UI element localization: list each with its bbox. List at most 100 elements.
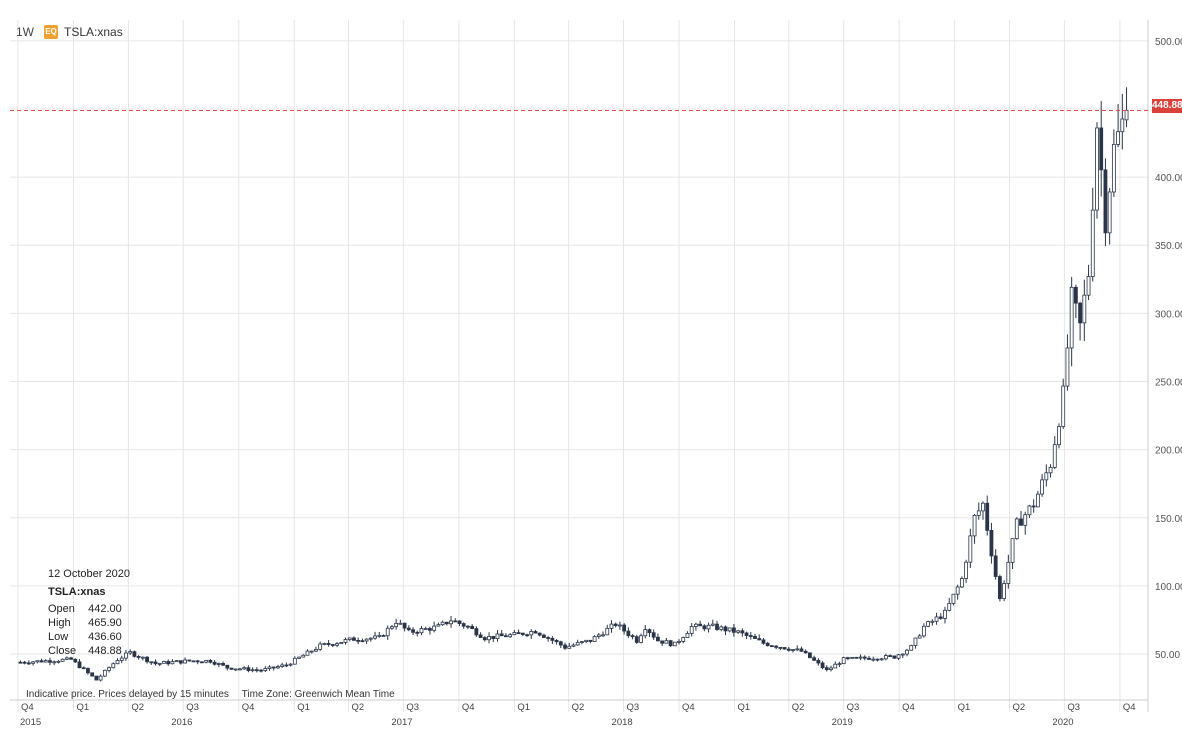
candle-body	[601, 634, 605, 637]
candle-body	[48, 660, 52, 663]
candle-body	[736, 630, 741, 633]
quarter-tick-label: Q2	[131, 702, 144, 713]
candle-body	[170, 661, 175, 665]
candle-body	[542, 634, 546, 638]
candle-body	[174, 660, 179, 663]
candle-body	[968, 535, 973, 563]
candle-body	[537, 632, 542, 636]
candle-body	[833, 663, 838, 669]
candle-body	[596, 634, 601, 637]
candle-body	[702, 625, 707, 630]
year-tick-label: 2017	[391, 717, 412, 728]
candle-body	[90, 672, 95, 677]
candle-body	[618, 624, 622, 627]
candle-body	[588, 639, 593, 642]
candle-body	[453, 620, 458, 623]
year-tick-label: 2019	[832, 717, 853, 728]
candle-body	[457, 620, 462, 624]
candle-body	[352, 637, 356, 641]
year-tick-label: 2018	[612, 717, 633, 728]
year-tick-label: 2015	[20, 717, 41, 728]
quarter-tick-label: Q4	[902, 702, 915, 713]
candle-body	[140, 656, 145, 659]
candle-body	[867, 657, 871, 660]
candle-body	[719, 626, 724, 630]
candle-body	[993, 555, 998, 577]
candle-body	[347, 637, 352, 640]
candle-body	[930, 620, 935, 623]
ohlc-value: 465.90	[88, 617, 122, 629]
candle-body	[841, 657, 846, 665]
candle-body	[871, 658, 876, 661]
candle-body	[938, 616, 943, 619]
candle-body	[1040, 479, 1045, 495]
candle-body	[694, 623, 698, 627]
candle-body	[183, 659, 187, 664]
candle-body	[276, 666, 280, 669]
candle-body	[107, 667, 111, 671]
candle-body	[52, 661, 57, 664]
candle-body	[119, 657, 124, 661]
candle-body	[242, 667, 247, 670]
candle-body	[364, 638, 369, 642]
candlestick-series	[18, 87, 1129, 682]
candle-body	[60, 658, 65, 662]
candle-body	[609, 623, 614, 629]
candle-body	[204, 659, 209, 663]
candle-body	[221, 663, 225, 666]
candle-body	[1116, 131, 1120, 145]
candle-body	[554, 639, 559, 643]
candle-body	[643, 629, 648, 637]
candle-body	[812, 657, 817, 661]
candle-body	[22, 661, 27, 664]
candle-body	[187, 659, 192, 662]
ohlc-value: 442.00	[88, 603, 122, 615]
candle-body	[39, 660, 44, 663]
candle-body	[86, 668, 90, 674]
candle-body	[1086, 276, 1091, 296]
candle-body	[685, 633, 690, 639]
candle-body	[1078, 302, 1083, 324]
candle-body	[829, 667, 833, 670]
candle-body	[921, 625, 926, 637]
candle-body	[390, 626, 394, 629]
quarter-tick-label: Q2	[572, 702, 585, 713]
quarter-tick-label: Q1	[738, 702, 751, 713]
candle-body	[394, 622, 399, 628]
candle-body	[297, 656, 301, 659]
candle-body	[1124, 110, 1129, 121]
candle-body	[26, 662, 31, 665]
candle-body	[31, 661, 35, 664]
candle-body	[985, 502, 990, 531]
candle-body	[520, 632, 525, 636]
candle-body	[1010, 538, 1015, 563]
candle-body	[580, 641, 584, 643]
candle-body	[715, 623, 719, 630]
candle-body	[153, 661, 158, 665]
candle-body	[786, 648, 791, 651]
candle-body	[102, 669, 107, 677]
candle-body	[820, 662, 825, 669]
candle-body	[1023, 514, 1028, 526]
candle-body	[406, 627, 411, 631]
candle-body	[292, 657, 297, 665]
quarter-tick-label: Q4	[21, 702, 34, 713]
candle-body	[546, 637, 551, 639]
ohlc-value: 448.88	[88, 645, 122, 657]
candle-body	[56, 660, 61, 663]
candle-body	[917, 635, 922, 639]
quarter-tick-label: Q2	[1013, 702, 1026, 713]
candle-body	[959, 578, 964, 588]
quarter-tick-label: Q4	[1123, 702, 1136, 713]
candle-body	[909, 645, 914, 651]
candle-body	[474, 628, 479, 636]
y-tick-label: 500.00	[1155, 37, 1182, 48]
candle-body	[478, 634, 483, 638]
candle-body	[18, 661, 23, 664]
timeframe-label[interactable]: 1W	[16, 25, 34, 39]
candle-body	[461, 623, 466, 627]
ohlc-info-panel: 12 October 2020 TSLA:xnas Open 442.00 Hig…	[48, 567, 134, 658]
candle-body	[216, 663, 221, 665]
candle-body	[926, 621, 931, 627]
